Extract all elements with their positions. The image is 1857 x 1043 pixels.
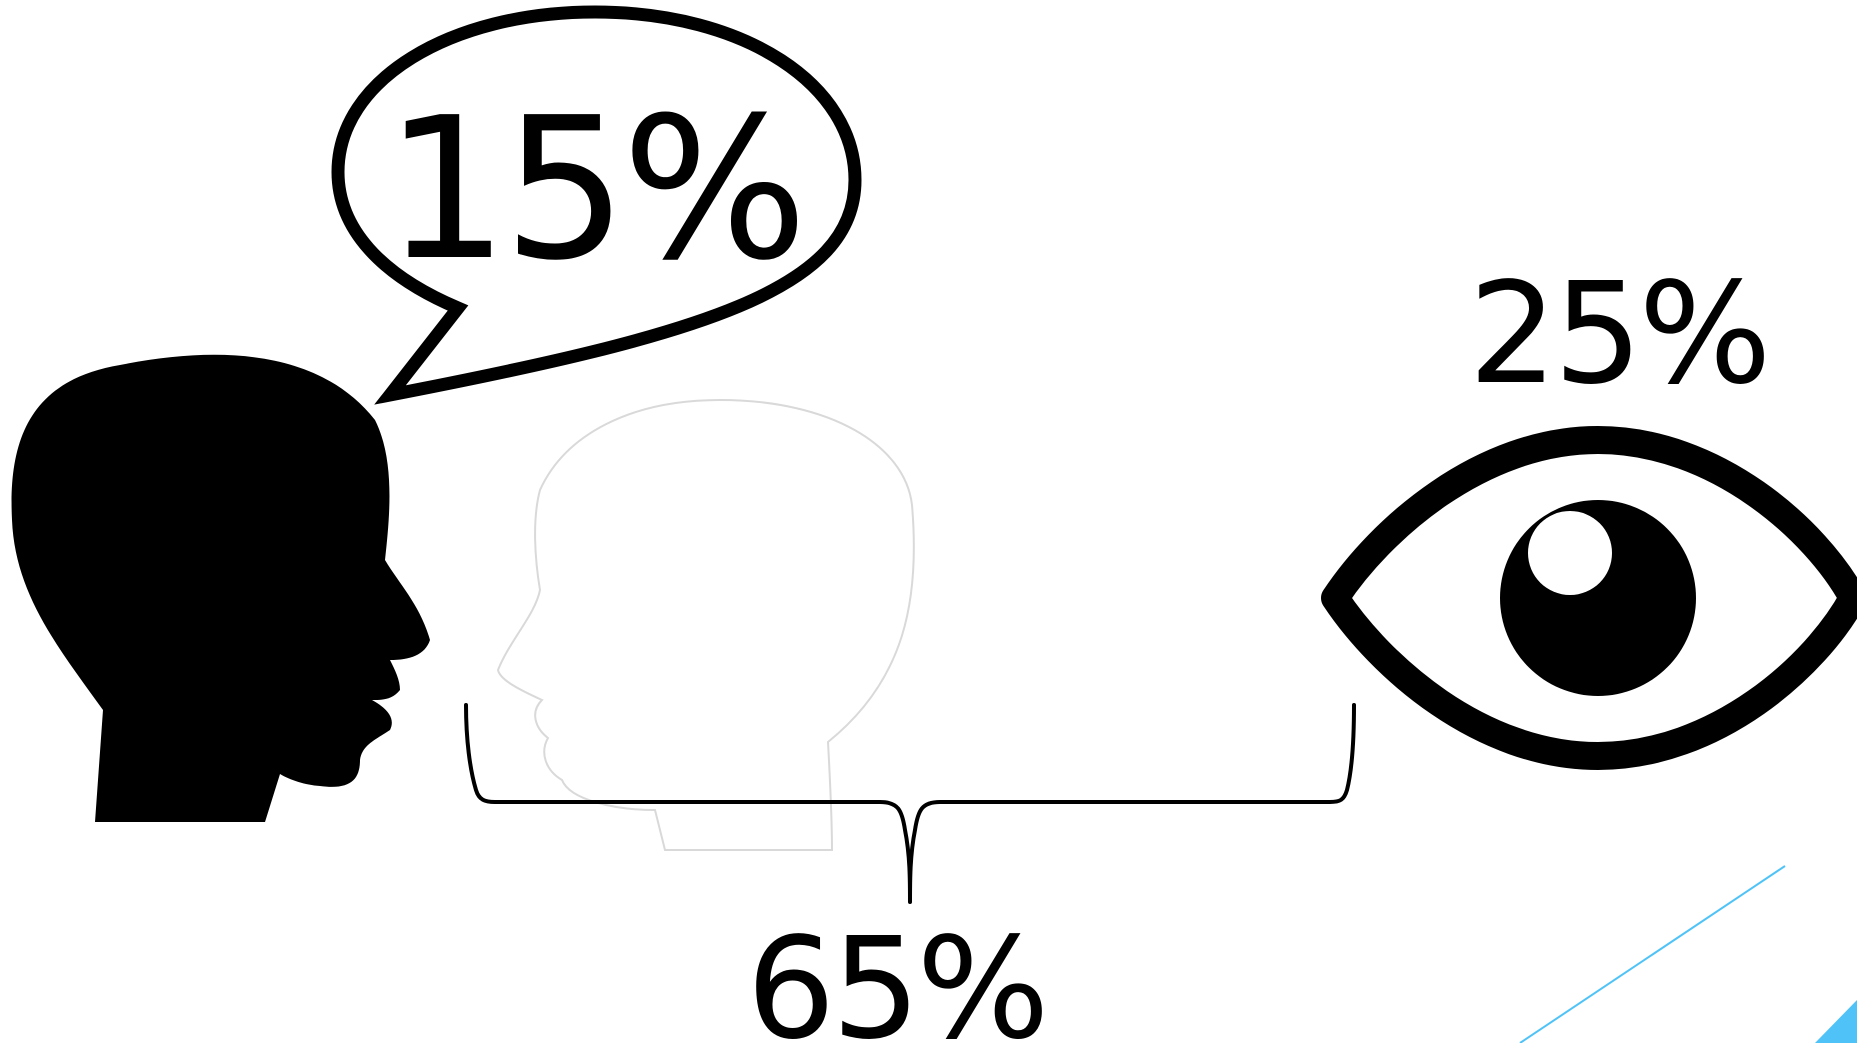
listening-percentage: 65% <box>746 908 1045 1043</box>
listening-head-outline-icon <box>496 398 915 851</box>
speech-percentage: 15% <box>384 76 802 304</box>
speaking-head-icon <box>11 354 430 822</box>
sight-percentage: 25% <box>1468 253 1767 416</box>
corner-accent <box>1519 865 1857 1043</box>
eye-icon <box>1321 426 1857 770</box>
curly-brace-icon <box>464 703 1356 904</box>
speech-bubble-icon <box>331 5 862 405</box>
